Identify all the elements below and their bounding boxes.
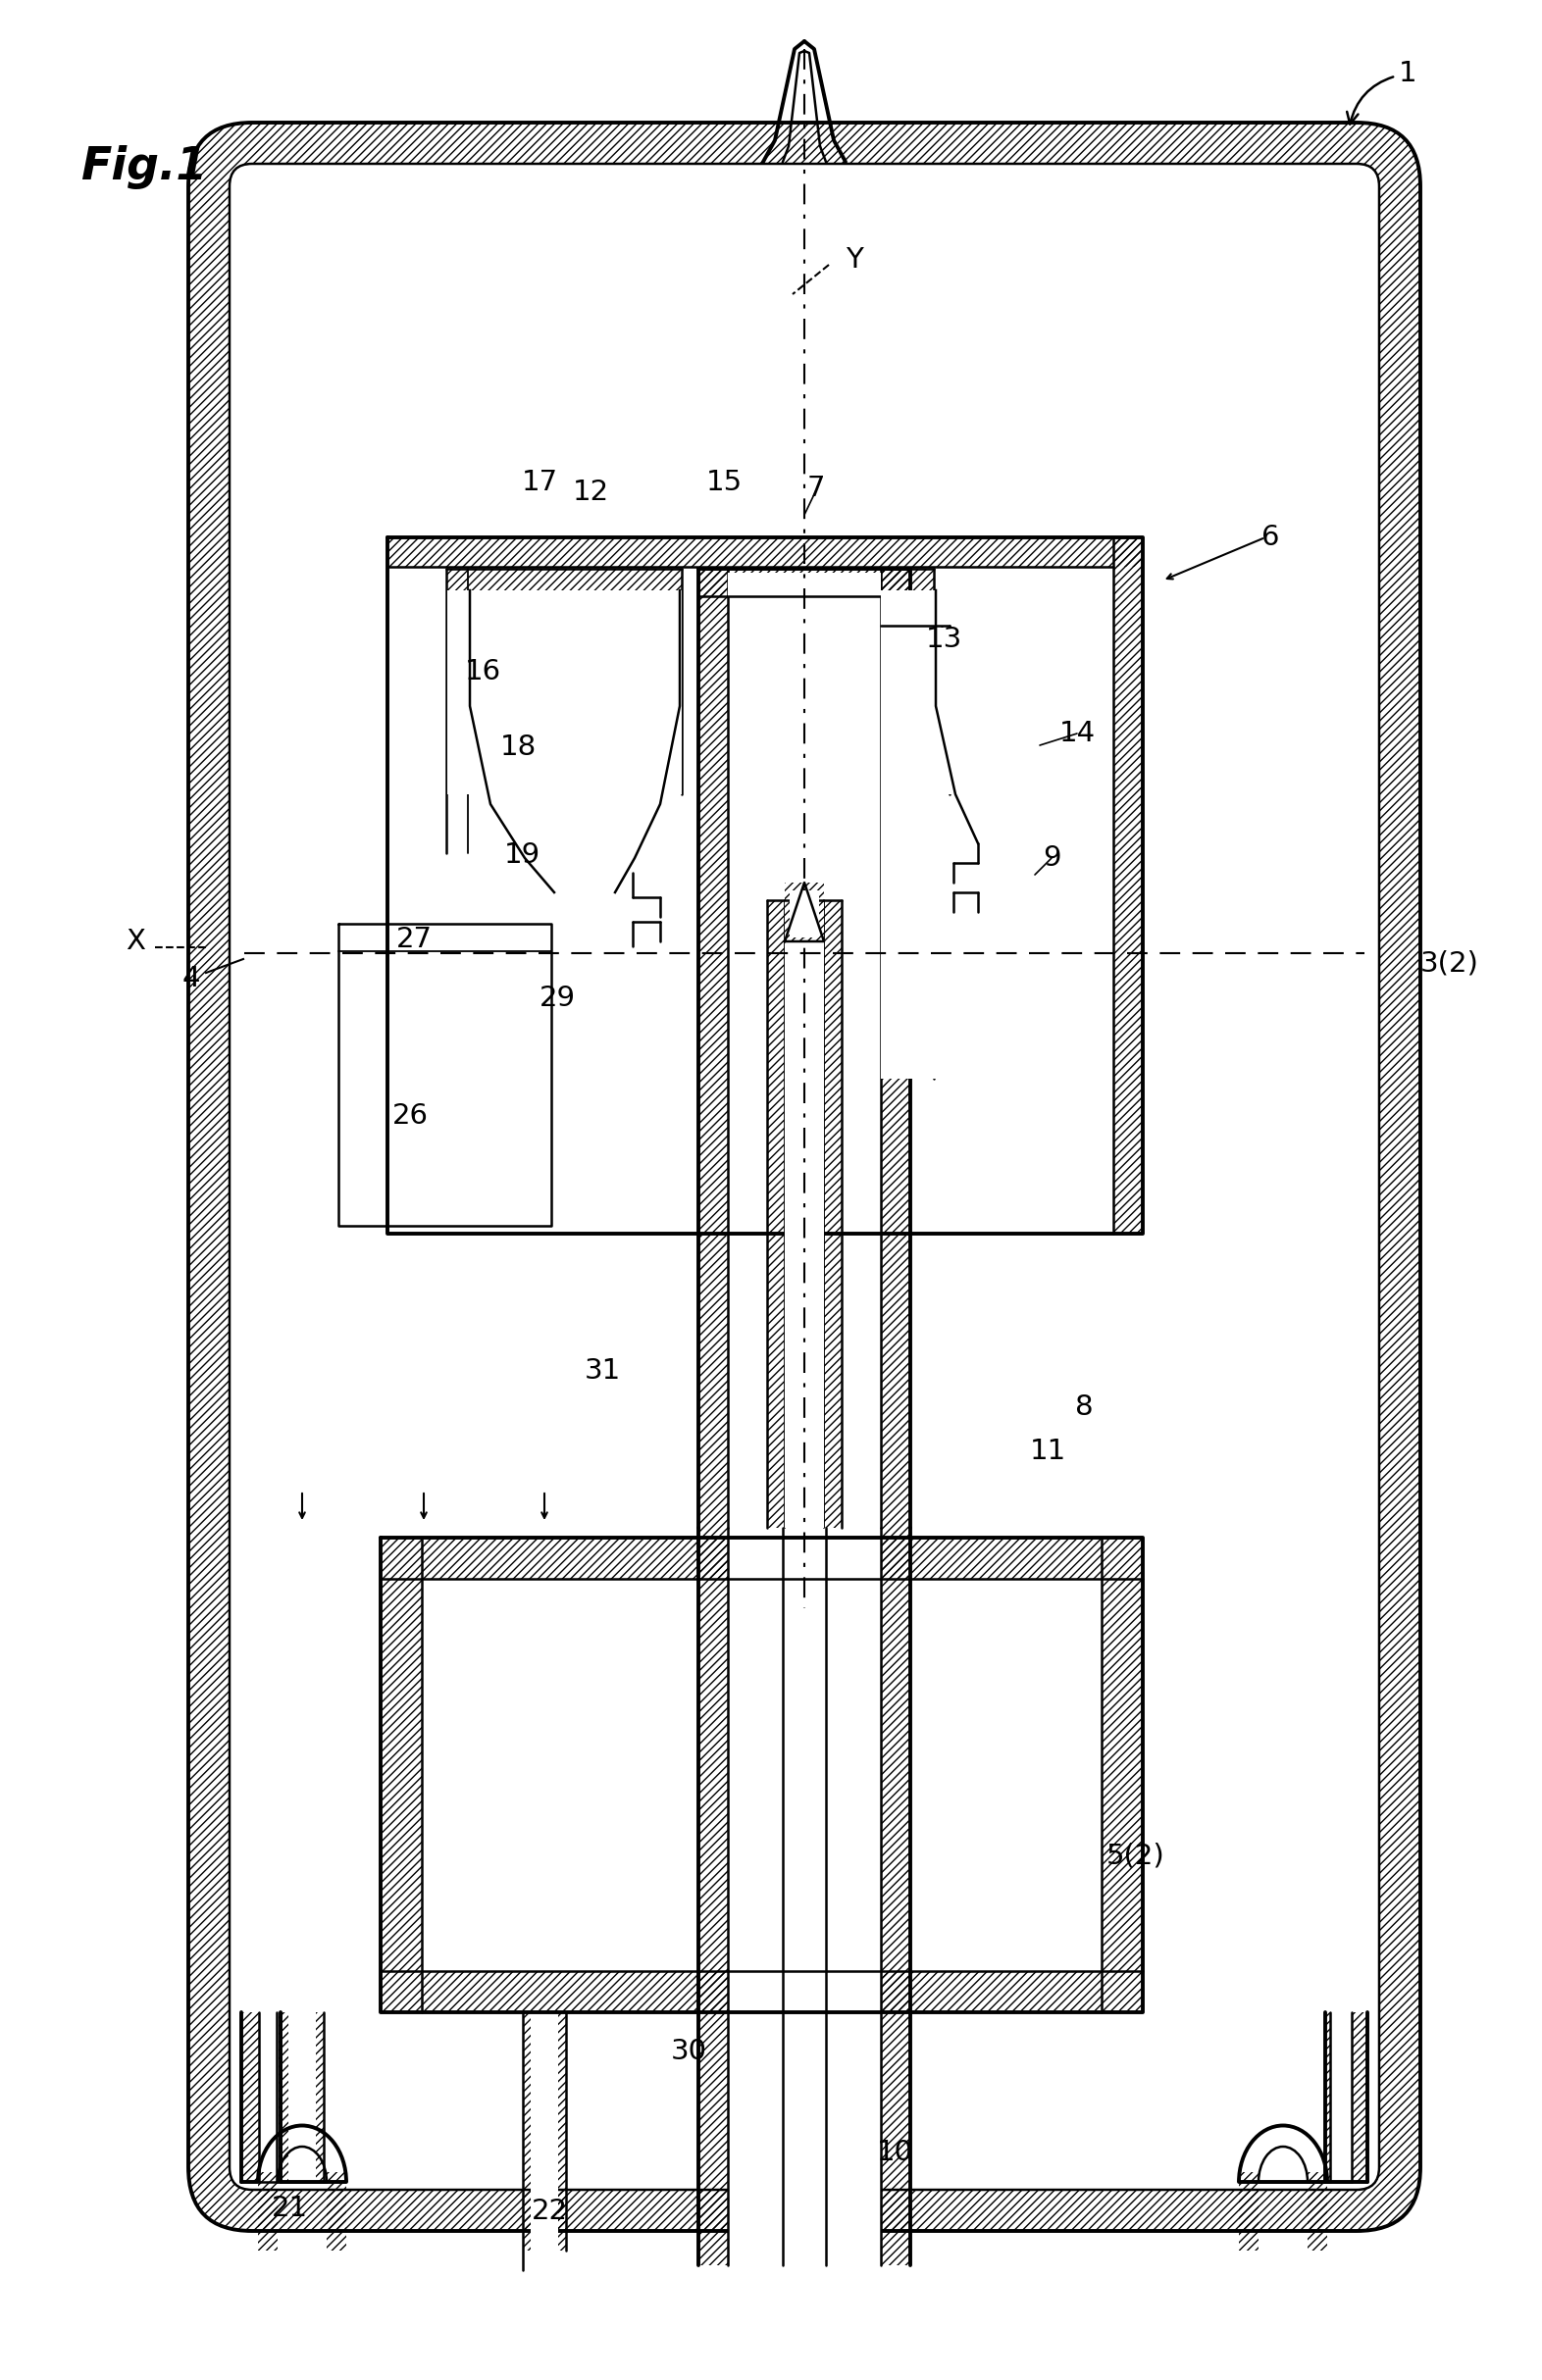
Text: 21: 21 [271, 2194, 307, 2223]
Text: 16: 16 [464, 657, 501, 685]
Text: 8: 8 [1075, 1392, 1093, 1421]
Text: 13: 13 [925, 626, 962, 652]
Bar [446, 569, 682, 590]
Bar [523, 2011, 566, 2251]
Bar [823, 900, 842, 1528]
Bar [423, 1537, 1101, 1578]
Text: 9: 9 [1042, 845, 1061, 871]
Bar [699, 1528, 728, 2266]
Text: 22: 22 [530, 2197, 567, 2225]
Bar [880, 569, 934, 590]
Bar [880, 1528, 910, 2266]
Bar [530, 2011, 558, 2251]
Bar [1325, 2011, 1368, 2182]
Bar [880, 590, 936, 1078]
Bar [447, 590, 682, 795]
Bar [1113, 538, 1143, 1233]
Text: X: X [125, 928, 145, 954]
Bar [728, 1528, 880, 2266]
Bar [728, 574, 880, 597]
Text: 5(2): 5(2) [1107, 1842, 1166, 1868]
Bar [766, 900, 785, 1528]
Bar [259, 2011, 279, 2182]
Bar [785, 900, 823, 1528]
Bar [1101, 1537, 1143, 2011]
Bar [281, 2011, 324, 2182]
Text: 18: 18 [500, 733, 537, 762]
Text: 4: 4 [182, 964, 200, 992]
Bar [1308, 2173, 1328, 2251]
Bar [423, 1971, 1101, 2011]
Bar [790, 890, 819, 938]
Text: 26: 26 [392, 1102, 429, 1130]
Bar [880, 569, 910, 1528]
Bar [387, 538, 1143, 566]
Text: 29: 29 [540, 985, 575, 1011]
Bar [258, 2173, 278, 2251]
Bar [327, 2173, 347, 2251]
Bar [699, 569, 910, 597]
Bar [880, 626, 950, 795]
Bar [1238, 2173, 1258, 2251]
Text: 12: 12 [572, 478, 609, 507]
Text: 7: 7 [806, 474, 825, 502]
Bar [389, 566, 1113, 1233]
Bar [423, 1578, 1101, 1971]
Text: 27: 27 [396, 926, 432, 952]
Text: 17: 17 [521, 469, 558, 495]
Text: 3(2): 3(2) [1420, 950, 1479, 976]
FancyBboxPatch shape [188, 124, 1420, 2230]
Bar [699, 569, 728, 1528]
Text: 1: 1 [1348, 60, 1417, 124]
Bar [1331, 2011, 1352, 2182]
Bar [381, 1537, 423, 2011]
Bar [785, 883, 823, 942]
Bar [728, 569, 880, 1528]
Text: 11: 11 [1030, 1438, 1066, 1466]
FancyBboxPatch shape [230, 164, 1379, 2190]
Bar [241, 2011, 281, 2182]
Text: 10: 10 [876, 2140, 913, 2166]
Bar [880, 628, 971, 795]
Text: Fig.1: Fig.1 [80, 145, 207, 190]
Text: 6: 6 [1261, 524, 1280, 552]
Text: 30: 30 [671, 2037, 706, 2066]
Text: 15: 15 [706, 469, 742, 495]
Text: 14: 14 [1059, 719, 1095, 747]
Text: 19: 19 [504, 843, 540, 869]
Bar [288, 2011, 316, 2182]
Text: 31: 31 [584, 1357, 620, 1385]
Text: Y: Y [845, 245, 864, 274]
